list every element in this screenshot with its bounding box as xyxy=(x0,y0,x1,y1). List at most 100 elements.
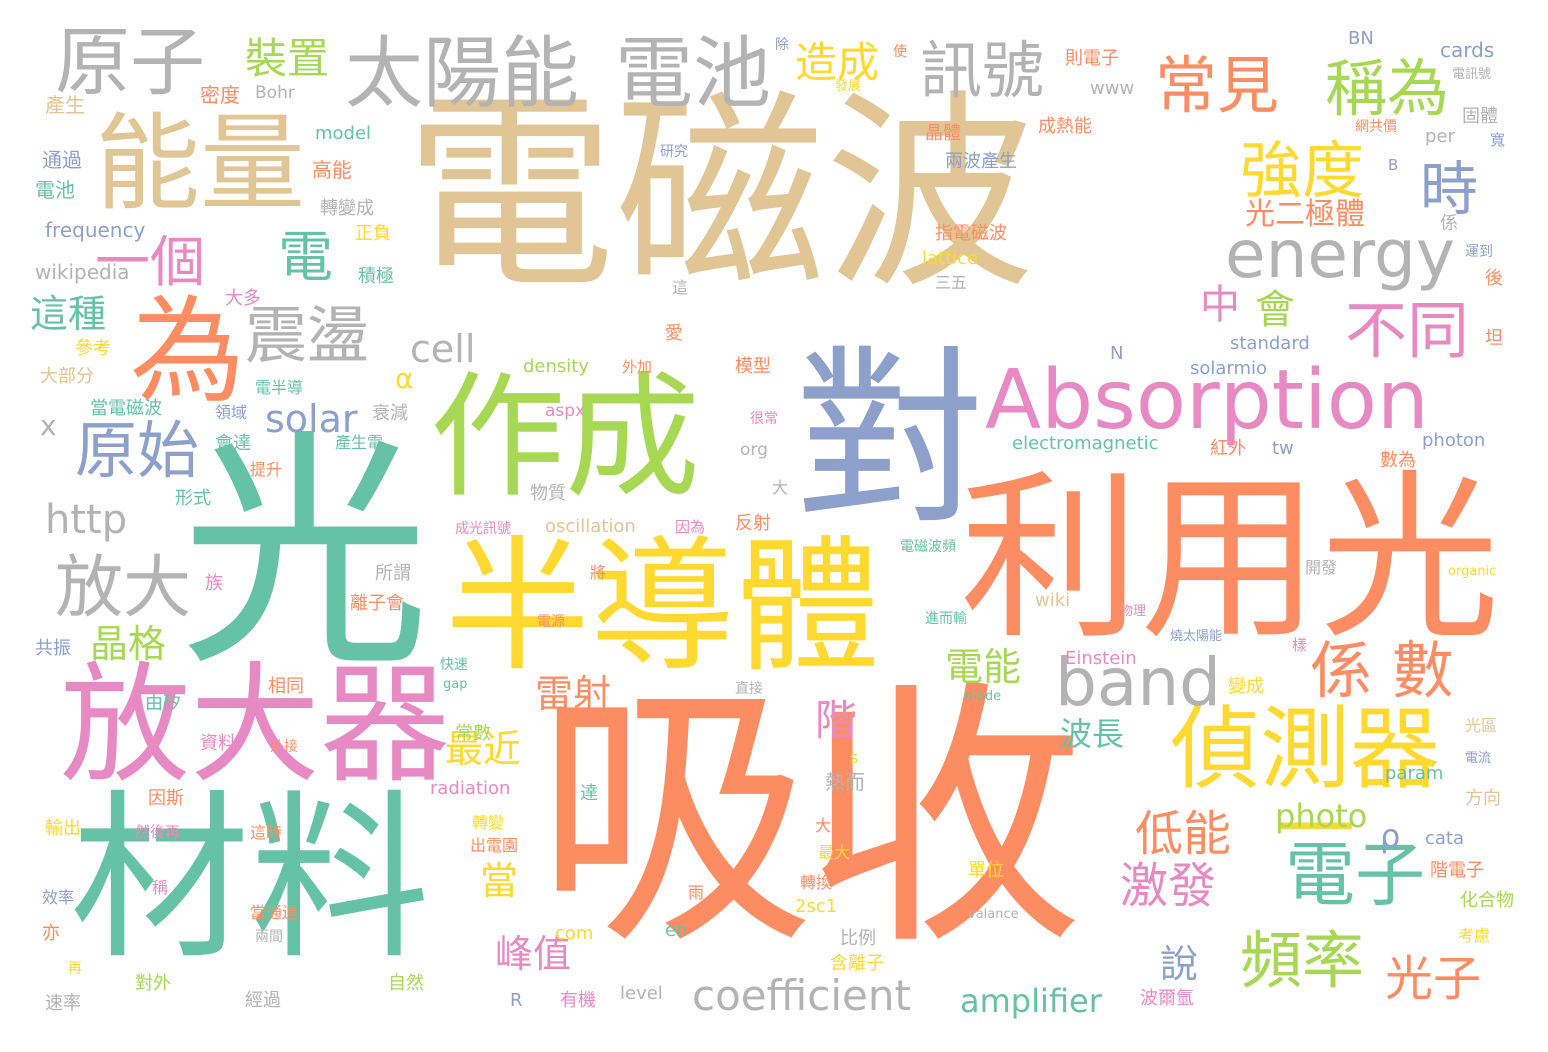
word: 低能 xyxy=(1135,806,1232,862)
word: 頻率 xyxy=(1240,924,1365,997)
word: 峰值 xyxy=(495,932,572,976)
word: 後 xyxy=(1485,268,1503,289)
word: 轉變 xyxy=(472,813,505,832)
word: 當 xyxy=(480,859,519,903)
word: 將 xyxy=(590,563,607,582)
word: B xyxy=(1388,156,1399,174)
word: 指電磁波 xyxy=(935,223,1007,244)
word: 資料 xyxy=(200,733,236,754)
word: 寬 xyxy=(1490,131,1506,149)
word: 電磁波 xyxy=(405,72,1036,317)
word: 裝置 xyxy=(245,34,330,83)
word: 因斯 xyxy=(148,788,184,809)
word: 係 數 xyxy=(1310,634,1454,707)
word: amplifier xyxy=(960,982,1102,1020)
word: 含離子 xyxy=(830,953,884,974)
word: 運到 xyxy=(1465,244,1493,260)
word: frequency xyxy=(45,218,146,242)
word: 模型 xyxy=(735,356,771,377)
word: param xyxy=(1385,763,1444,784)
word: 晶格 xyxy=(90,622,167,666)
word: α xyxy=(395,362,414,395)
word: 出電園 xyxy=(470,836,519,855)
word: 雷射 xyxy=(535,672,612,716)
word: 因為 xyxy=(675,518,706,536)
word: 波長 xyxy=(1060,715,1125,753)
word: aspx xyxy=(545,401,586,421)
word: 偵測器 xyxy=(1170,697,1440,802)
word: 階電子 xyxy=(1430,860,1484,881)
word: cards xyxy=(1440,38,1495,62)
word: 最大 xyxy=(818,843,851,862)
word: 直接 xyxy=(735,681,763,697)
word: photon xyxy=(1422,430,1486,451)
word: 共振 xyxy=(35,638,71,659)
word: 稱為 xyxy=(1325,52,1450,125)
word: 一個 xyxy=(95,230,206,294)
word: 電能 xyxy=(945,645,1022,689)
word: 中 xyxy=(1200,282,1240,328)
word: 為 xyxy=(130,285,246,419)
word: 固體 xyxy=(1462,106,1498,127)
word: 造成 xyxy=(795,38,880,87)
word: 速率 xyxy=(45,993,81,1014)
word: cell xyxy=(410,327,476,371)
word: electromagnetic xyxy=(1012,433,1159,454)
word: cata xyxy=(1425,828,1465,849)
word: 兩波產生 xyxy=(945,151,1017,172)
word: 電半導 xyxy=(255,378,304,397)
word: 光 xyxy=(180,409,430,700)
word: 原始 xyxy=(75,414,200,487)
word: 亦 xyxy=(42,923,60,944)
word: level xyxy=(620,983,663,1004)
word: 電子 xyxy=(1285,834,1425,916)
word: 數為 xyxy=(1380,450,1416,471)
word: model xyxy=(315,123,372,144)
word: 則電子 xyxy=(1065,48,1119,69)
word: 熱而 xyxy=(825,770,865,794)
word: 物理 xyxy=(1120,604,1147,619)
word: 考慮 xyxy=(1458,926,1491,945)
word: 這時 xyxy=(250,823,283,842)
word: 大多 xyxy=(225,288,261,309)
word: 說 xyxy=(1160,942,1199,986)
word: standard xyxy=(1230,333,1310,354)
word: ρ xyxy=(1380,817,1401,855)
word: 利用光 xyxy=(960,455,1501,664)
word: 成光訊號 xyxy=(455,521,511,537)
word: 作成 xyxy=(430,359,700,516)
word: 方向 xyxy=(1465,788,1501,809)
word: 反射 xyxy=(735,513,771,534)
word: tw xyxy=(1272,438,1294,459)
word: 原子 xyxy=(55,18,206,106)
word: com xyxy=(555,923,594,944)
word: 離子會 xyxy=(350,593,404,614)
word: 族 xyxy=(205,573,223,594)
word: 當電磁波 xyxy=(90,398,162,419)
word: 除 xyxy=(775,37,789,53)
word: 大幅 xyxy=(815,816,848,835)
word: http xyxy=(45,497,128,543)
word: 物質 xyxy=(530,483,566,504)
word: 紅外 xyxy=(1210,438,1246,459)
word: 兩間 xyxy=(255,929,283,945)
word: 半導體 xyxy=(445,523,880,692)
word: wikipedia xyxy=(35,260,130,284)
word: 放大器 xyxy=(60,649,451,801)
word: 電 xyxy=(278,225,334,289)
word: 燒太陽能 xyxy=(1170,629,1223,644)
word: organic xyxy=(1448,564,1497,579)
word: 自然 xyxy=(388,973,424,994)
word: 外加 xyxy=(622,358,653,376)
word: 2sc1 xyxy=(795,896,838,917)
word: 轉變成 xyxy=(320,198,374,219)
word: 光子 xyxy=(1385,951,1482,1007)
word: 係 xyxy=(1440,213,1458,234)
word: 時 xyxy=(1420,155,1479,223)
word: 震盪 xyxy=(245,299,370,372)
word: 大 xyxy=(772,478,789,497)
word: 產生電 xyxy=(335,433,384,452)
word: 訊號 xyxy=(920,34,1045,107)
word: 最近 xyxy=(445,727,522,771)
word: wiki xyxy=(1035,590,1071,611)
